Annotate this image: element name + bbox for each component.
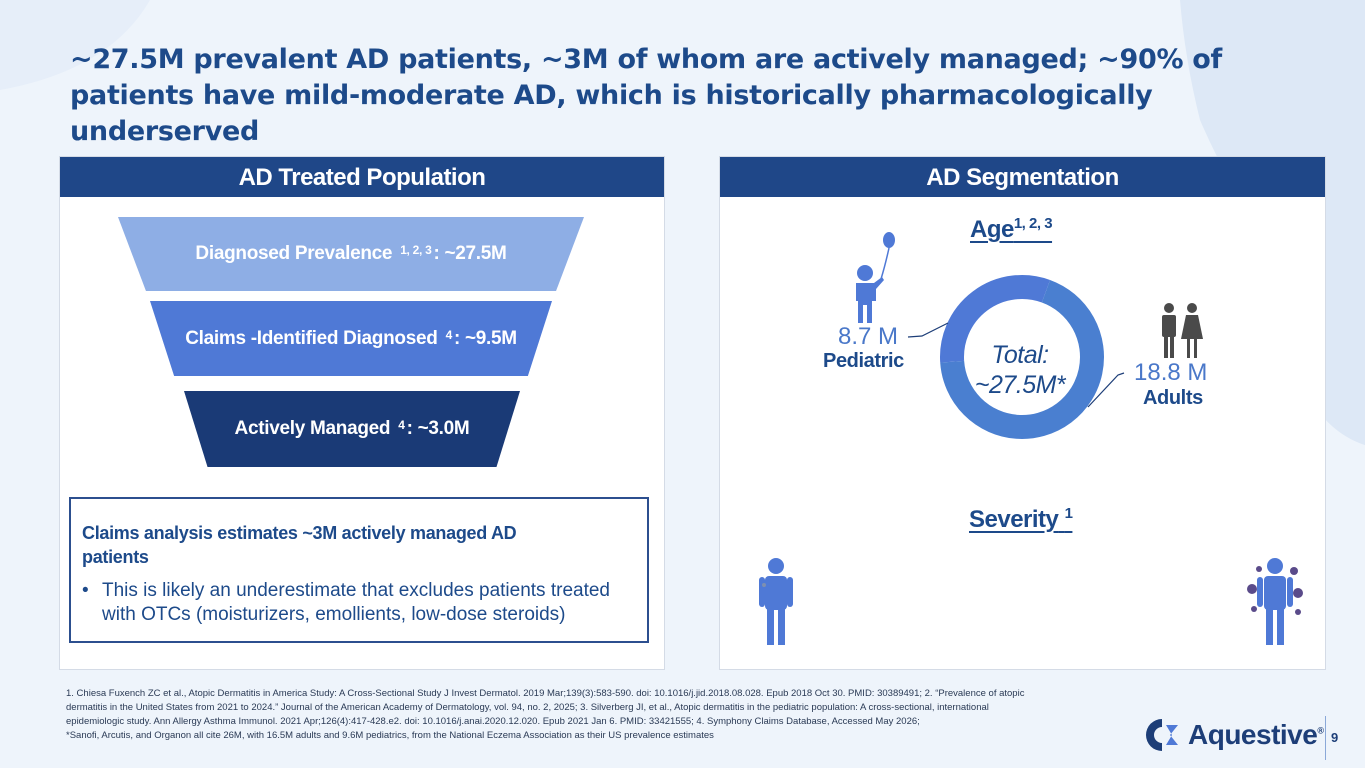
funnel-label: Diagnosed Prevalence	[195, 243, 393, 264]
age-section-label: Age1, 2, 3	[970, 215, 1053, 244]
donut-slice-adults	[940, 279, 1104, 439]
severity-severe-box: ~11% Severe	[1102, 554, 1235, 648]
person-mild-icon	[759, 558, 793, 645]
funnel-label: Claims -Identified Diagnosed	[185, 327, 438, 349]
footnote-line: epidemiologic study. Ann Allergy Asthma …	[66, 716, 920, 728]
logo-text: Aquestive®	[1188, 719, 1324, 750]
severity-label-text: Severity	[969, 506, 1059, 533]
severity-section-label: Severity 1	[969, 505, 1073, 534]
person-severe-icon	[1247, 558, 1303, 645]
donut-total: Total: ~27.5M*	[950, 340, 1090, 400]
logo-mark-icon	[1146, 719, 1178, 751]
panel-heading: AD Treated Population	[60, 157, 664, 197]
footnote-ref: 4	[445, 327, 453, 342]
leader-lines	[907, 322, 1125, 408]
severity-moderate-box: ~29% Moderate	[956, 554, 1089, 648]
severity-name: Moderate	[976, 603, 1069, 628]
footnotes: 1. Chiesa Fuxench ZC et al., Atopic Derm…	[66, 687, 1196, 743]
funnel-label: Actively Managed	[234, 418, 391, 439]
child-with-balloon-icon	[856, 232, 895, 323]
severity-pct: ~11%	[1140, 573, 1197, 598]
callout-bullet: • This is likely an underestimate that e…	[82, 579, 635, 627]
adults-couple-icon	[1162, 303, 1203, 358]
severity-mild-box: ~60% Mild	[810, 554, 943, 648]
severity-pct: ~29%	[994, 573, 1051, 598]
callout-bullet-text: This is likely an underestimate that exc…	[102, 580, 610, 625]
pediatric-label: Pediatric	[823, 350, 904, 372]
bullet-dot: •	[82, 580, 89, 601]
adults-value: 18.8 M	[1134, 359, 1208, 386]
severity-name: Severe	[1133, 603, 1204, 628]
severity-name: Mild	[856, 603, 897, 628]
company-logo: Aquestive®	[1142, 717, 1324, 753]
adults-label: Adults	[1143, 387, 1203, 409]
funnel-tier-diagnosed: Diagnosed Prevalence 1, 2, 3 : ~27.5M	[118, 217, 584, 291]
funnel-tier-managed: Actively Managed 4 : ~3.0M	[184, 391, 520, 467]
footnote-ref: 1, 2, 3	[1013, 215, 1053, 232]
age-label-text: Age	[970, 216, 1014, 243]
treated-population-panel: AD Treated Population Diagnosed Prevalen…	[59, 156, 665, 670]
footnote-line: *Sanofi, Arcutis, and Organon all cite 2…	[66, 730, 714, 742]
funnel-value: : ~9.5M	[453, 327, 517, 349]
page-number: 9	[1331, 730, 1339, 745]
panel-heading: AD Segmentation	[720, 157, 1325, 197]
age-donut-chart	[940, 275, 1104, 439]
severity-pct: ~60%	[848, 573, 905, 598]
footnote-line: 1. Chiesa Fuxench ZC et al., Atopic Derm…	[66, 688, 1025, 699]
funnel-value: : ~27.5M	[433, 243, 507, 264]
pediatric-value: 8.7 M	[838, 323, 899, 350]
callout-heading: Claims analysis estimates ~3M actively m…	[82, 523, 517, 567]
funnel-tier-claims: Claims -Identified Diagnosed 4 : ~9.5M	[150, 301, 552, 376]
page-title: ~27.5M prevalent AD patients, ~3M of who…	[70, 44, 1222, 147]
footnote-ref: 1	[1064, 505, 1073, 522]
donut-slice-pediatric	[940, 275, 1051, 363]
total-label: Total:	[991, 341, 1049, 369]
callout-box: Claims analysis estimates ~3M actively m…	[69, 497, 649, 643]
total-value: ~27.5M*	[974, 371, 1066, 399]
footnote-ref: 4	[398, 418, 405, 432]
footnote-line: dermatitis in the United States from 202…	[66, 702, 989, 714]
footer-divider	[1325, 716, 1326, 760]
funnel-value: : ~3.0M	[406, 418, 470, 439]
footnote-ref: 1, 2, 3	[400, 243, 432, 257]
segmentation-panel: AD Segmentation Age1, 2, 3 Total: ~27.5M…	[719, 156, 1326, 670]
